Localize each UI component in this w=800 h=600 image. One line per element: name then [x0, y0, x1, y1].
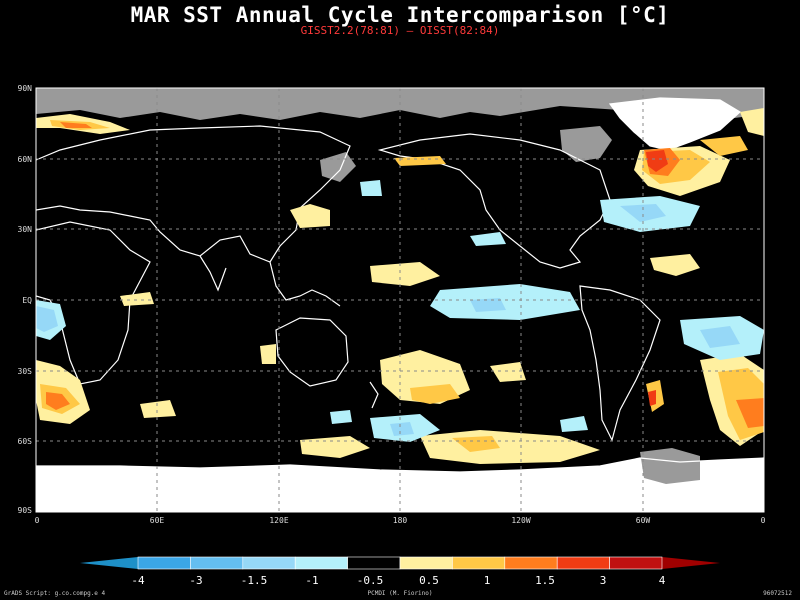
warm-patch: [410, 384, 460, 404]
lon-label-0-east: 0: [760, 516, 766, 525]
warm-patch: [736, 398, 764, 428]
map-subtitle: GISST2.2(78:81) – OISST(82:84): [300, 24, 500, 37]
colorbar-swatch: [190, 556, 244, 570]
cool-patch: [620, 204, 666, 222]
warm-patch: [650, 254, 700, 276]
colorbar-swatch: [609, 556, 663, 570]
cool-patch: [470, 298, 506, 312]
cool-anomalies: [36, 180, 764, 442]
warm-anomalies: [36, 108, 764, 464]
colorbar-swatch: [347, 556, 401, 570]
lat-label-eq: EQ: [22, 296, 32, 305]
colorbar-swatch: [242, 556, 296, 570]
hudson-bay-ice: [560, 126, 612, 162]
colorbar-label: -0.5: [356, 574, 384, 587]
colorbar-min-arrow: [80, 557, 138, 569]
cool-patch: [560, 416, 588, 432]
warm-patch: [46, 392, 70, 410]
footer-credit: PCMDI (M. Fiorino): [367, 590, 433, 597]
cool-patch: [390, 422, 414, 436]
cool-patch: [430, 284, 580, 320]
lon-label-0-west: 0: [34, 516, 40, 525]
cool-patch: [330, 410, 352, 424]
warm-patch: [646, 150, 668, 172]
cool-patch: [700, 326, 740, 348]
colorbar-label: -3: [189, 574, 203, 587]
footer-date-code: 96072512: [763, 590, 792, 597]
cool-patch: [36, 306, 58, 332]
warm-patch: [120, 292, 154, 306]
lat-label-90s: 90S: [17, 506, 32, 515]
colorbar-swatch: [556, 556, 610, 570]
lat-label-30n: 30N: [17, 225, 32, 234]
cool-patch: [360, 180, 382, 196]
lon-label-120w: 120W: [511, 516, 531, 525]
colorbar-label: -1.5: [240, 574, 268, 587]
warm-patch: [648, 390, 656, 406]
warm-patch: [490, 362, 526, 382]
coastlines: [36, 97, 764, 473]
colorbar-swatch: [504, 556, 558, 570]
colorbar-label: -4: [131, 574, 145, 587]
colorbar: [80, 556, 720, 570]
graticule: [36, 88, 764, 512]
lat-label-30s: 30S: [17, 367, 32, 376]
warm-patch: [260, 344, 276, 364]
warm-patch: [452, 436, 500, 452]
colorbar-label: 4: [658, 574, 666, 587]
colorbar-label: 0.5: [419, 574, 439, 587]
colorbar-label: 1.5: [535, 574, 555, 587]
lat-label-60s: 60S: [17, 437, 32, 446]
warm-patch: [370, 262, 440, 286]
warm-patch: [290, 204, 330, 228]
colorbar-swatch: [399, 556, 453, 570]
warm-patch: [740, 108, 764, 136]
colorbar-label: 1: [483, 574, 491, 587]
colorbar-swatch: [294, 556, 348, 570]
map-frame: [35, 87, 765, 513]
lon-label-60e: 60E: [149, 516, 165, 525]
sea-ice-ross: [640, 448, 700, 484]
lat-label-90n: 90N: [17, 84, 32, 93]
lon-label-60w: 60W: [635, 516, 651, 525]
footer-script: GrADS Script: g.co.compg.e 4: [4, 590, 106, 597]
map-title: MAR SST Annual Cycle Intercomparison [°C…: [130, 3, 670, 27]
antarctica-ice: [36, 458, 764, 512]
colorbar-label: -1: [305, 574, 319, 587]
colorbar-swatch: [452, 556, 506, 570]
colorbar-swatch: [137, 556, 191, 570]
warm-patch: [140, 400, 176, 418]
lon-label-180: 180: [392, 516, 408, 525]
lat-label-60n: 60N: [17, 155, 32, 164]
cool-patch: [470, 232, 506, 246]
colorbar-max-arrow: [662, 557, 720, 569]
warm-patch: [60, 122, 92, 128]
warm-patch: [700, 136, 748, 156]
colorbar-label: 3: [599, 574, 607, 587]
lon-label-120e: 120E: [269, 516, 289, 525]
